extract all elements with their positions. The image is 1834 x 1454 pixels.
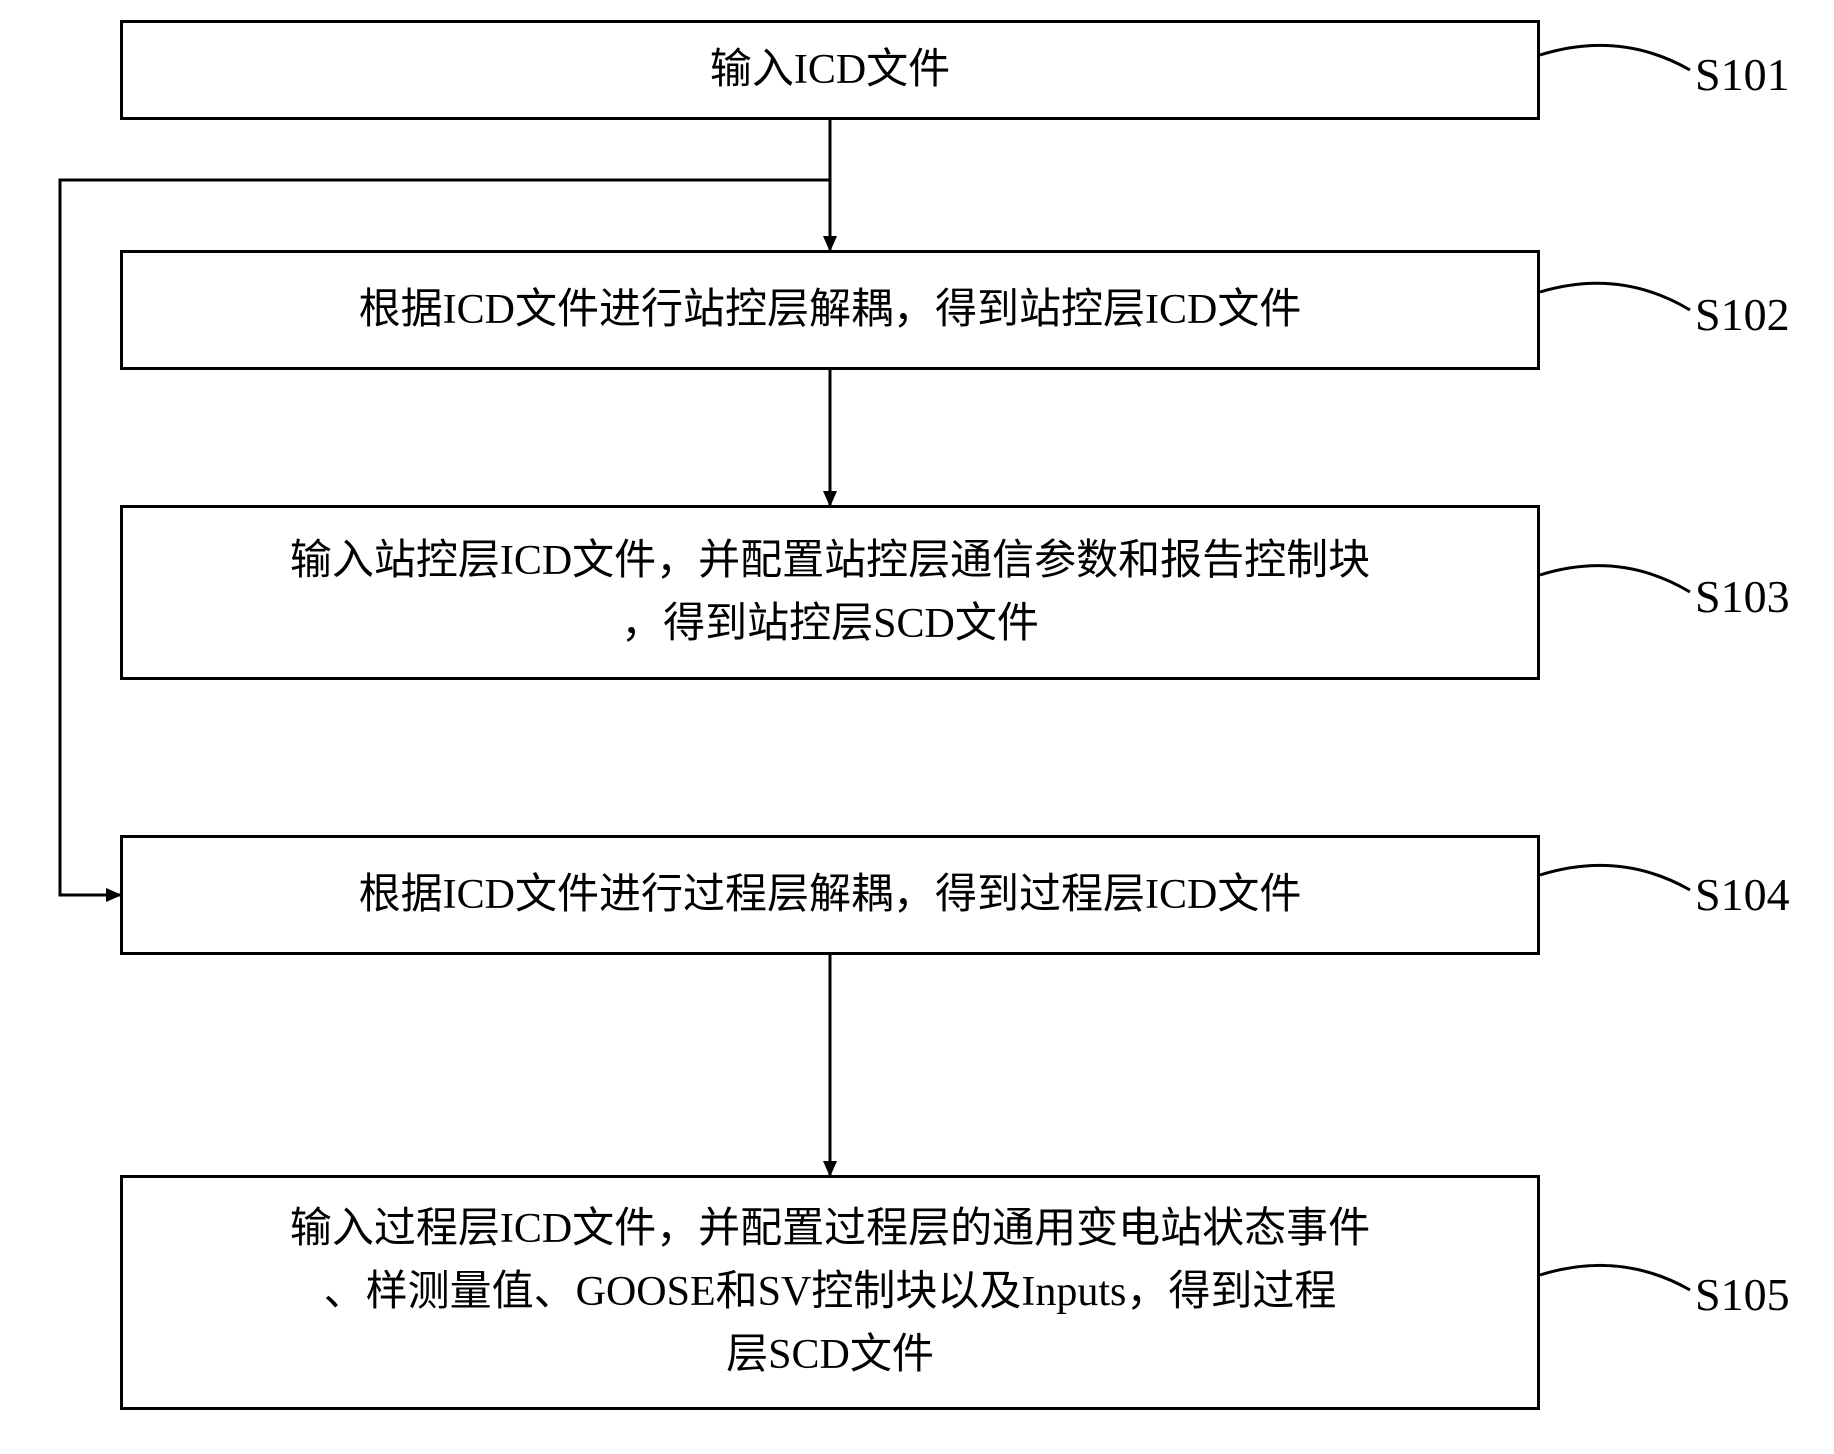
- flow-step-s101-text: 输入ICD文件: [710, 39, 950, 102]
- label-curve-s105: [1540, 1265, 1690, 1290]
- flow-step-s104-text: 根据ICD文件进行过程层解耦，得到过程层ICD文件: [359, 864, 1302, 927]
- step-label-s102: S102: [1695, 288, 1790, 341]
- flow-step-s103-text: 输入站控层ICD文件，并配置站控层通信参数和报告控制块 ，得到站控层SCD文件: [290, 530, 1370, 656]
- flow-step-s102: 根据ICD文件进行站控层解耦，得到站控层ICD文件: [120, 250, 1540, 370]
- flow-step-s105: 输入过程层ICD文件，并配置过程层的通用变电站状态事件 、样测量值、GOOSE和…: [120, 1175, 1540, 1410]
- label-curve-s102: [1540, 283, 1690, 310]
- label-curve-s101: [1540, 45, 1690, 70]
- step-label-s105: S105: [1695, 1268, 1790, 1321]
- flow-step-s103: 输入站控层ICD文件，并配置站控层通信参数和报告控制块 ，得到站控层SCD文件: [120, 505, 1540, 680]
- flow-step-s105-text: 输入过程层ICD文件，并配置过程层的通用变电站状态事件 、样测量值、GOOSE和…: [290, 1198, 1370, 1387]
- step-label-s103: S103: [1695, 570, 1790, 623]
- flow-step-s104: 根据ICD文件进行过程层解耦，得到过程层ICD文件: [120, 835, 1540, 955]
- step-label-s101: S101: [1695, 48, 1790, 101]
- flow-step-s101: 输入ICD文件: [120, 20, 1540, 120]
- step-label-s104: S104: [1695, 868, 1790, 921]
- flow-step-s102-text: 根据ICD文件进行站控层解耦，得到站控层ICD文件: [359, 279, 1302, 342]
- label-curve-s104: [1540, 865, 1690, 890]
- label-curve-s103: [1540, 566, 1690, 592]
